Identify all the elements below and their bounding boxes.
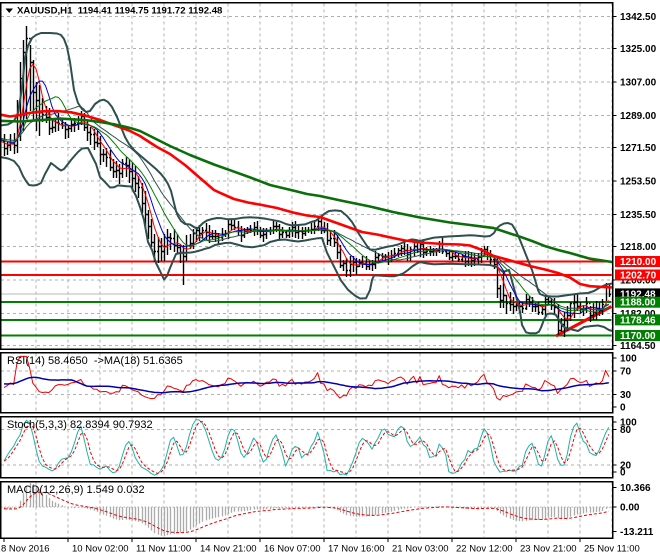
svg-text:100: 100 — [620, 418, 637, 429]
svg-text:0: 0 — [620, 403, 626, 414]
svg-text:1192.48: 1192.48 — [620, 289, 656, 300]
svg-text:11 Nov 11:00: 11 Nov 11:00 — [136, 544, 191, 555]
svg-text:1170.00: 1170.00 — [620, 331, 656, 342]
svg-text:80: 80 — [620, 425, 632, 436]
svg-text:17 Nov 16:00: 17 Nov 16:00 — [328, 544, 385, 555]
svg-text:1188.00: 1188.00 — [620, 298, 656, 309]
svg-text:-13.211: -13.211 — [620, 527, 654, 538]
svg-text:1307.00: 1307.00 — [620, 78, 657, 89]
svg-text:1289.00: 1289.00 — [620, 111, 657, 122]
svg-text:100: 100 — [620, 354, 637, 365]
svg-text:MACD(12,26,9) 1.549 0.032: MACD(12,26,9) 1.549 0.032 — [7, 484, 145, 496]
svg-text:1182.00: 1182.00 — [620, 309, 656, 320]
svg-text:1342.50: 1342.50 — [620, 12, 657, 23]
svg-text:23 Nov 21:00: 23 Nov 21:00 — [520, 544, 577, 555]
svg-text:RSI(14) 58.4650 ->MA(18) 51.6: RSI(14) 58.4650 ->MA(18) 51.6365 — [7, 355, 183, 367]
svg-text:70: 70 — [620, 367, 632, 378]
svg-text:XAUUSD,H1 1194.41 1194.75 119: XAUUSD,H1 1194.41 1194.75 1191.72 1192.4… — [17, 6, 223, 17]
svg-text:0: 0 — [620, 468, 626, 479]
svg-text:20: 20 — [620, 461, 632, 472]
svg-text:0.00: 0.00 — [620, 503, 640, 514]
svg-text:1202.70: 1202.70 — [620, 271, 657, 282]
svg-text:1218.00: 1218.00 — [620, 242, 657, 253]
svg-text:1325.00: 1325.00 — [620, 44, 657, 55]
svg-text:10.366: 10.366 — [620, 483, 651, 494]
svg-text:1235.50: 1235.50 — [620, 210, 657, 221]
svg-text:25 Nov 11:00: 25 Nov 11:00 — [584, 544, 640, 555]
svg-text:10 Nov 02:00: 10 Nov 02:00 — [72, 544, 129, 555]
svg-text:1178.46: 1178.46 — [620, 315, 656, 326]
svg-text:16 Nov 07:00: 16 Nov 07:00 — [264, 544, 321, 555]
svg-text:1210.00: 1210.00 — [620, 257, 657, 268]
svg-text:30: 30 — [620, 390, 632, 401]
svg-text:1271.50: 1271.50 — [620, 143, 657, 154]
svg-text:1164.50: 1164.50 — [620, 341, 656, 352]
svg-text:14 Nov 21:00: 14 Nov 21:00 — [200, 544, 257, 555]
svg-text:8 Nov 2016: 8 Nov 2016 — [1, 544, 50, 555]
svg-text:Stoch(5,3,3) 82.8394 90.7932: Stoch(5,3,3) 82.8394 90.7932 — [7, 419, 153, 431]
svg-text:1200.00: 1200.00 — [620, 276, 657, 287]
svg-text:21 Nov 03:00: 21 Nov 03:00 — [392, 544, 449, 555]
svg-text:1253.50: 1253.50 — [620, 177, 657, 188]
svg-text:22 Nov 12:00: 22 Nov 12:00 — [456, 544, 513, 555]
